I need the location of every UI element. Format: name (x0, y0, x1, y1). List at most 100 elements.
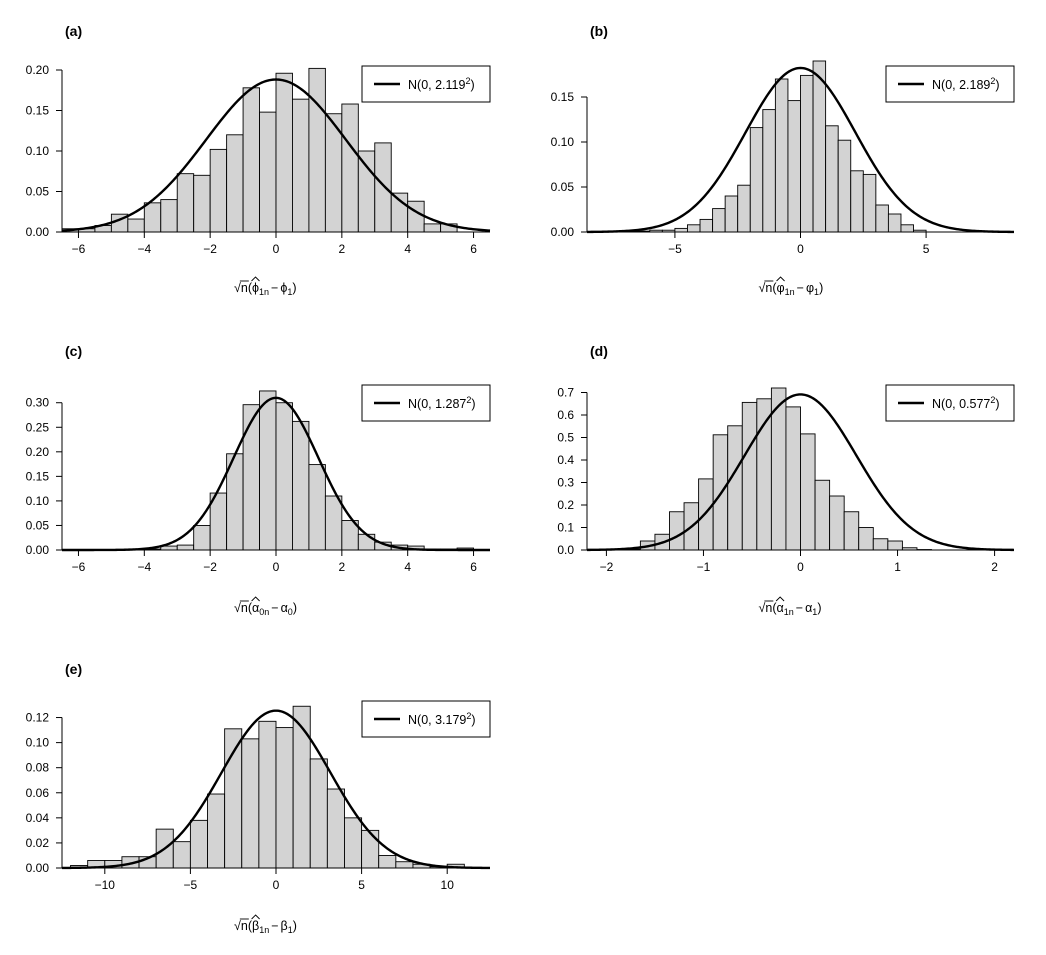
histogram-bar (242, 404, 260, 551)
y-tick-label: 0.4 (557, 453, 574, 467)
sqrt-symbol: √ (759, 601, 766, 615)
close-paren: ) (819, 281, 823, 295)
x-tick-label: −4 (137, 242, 151, 256)
y-tick-label: 0.0 (557, 543, 574, 557)
parameter-subscript: 1 (814, 287, 819, 297)
parameter-subscript: 1 (287, 287, 292, 297)
histogram-bar (407, 200, 425, 233)
minus-sign: − (271, 919, 278, 933)
histogram-bar (242, 87, 260, 233)
histogram-bar (292, 705, 311, 869)
x-axis-label: √n(ϕ1n − ϕ1) (234, 276, 297, 297)
histogram-bar (875, 204, 889, 233)
y-tick-label: 0.10 (26, 144, 50, 158)
y-tick-label: 0.20 (26, 445, 50, 459)
y-tick-label: 0.00 (26, 861, 50, 875)
histogram-bar (193, 525, 211, 551)
histogram-bar (674, 227, 688, 233)
panel-label: (e) (65, 661, 82, 677)
y-tick-label: 0.1 (557, 521, 574, 535)
estimator-subscript: 1n (259, 287, 269, 297)
y-tick-label: 0.00 (26, 543, 50, 557)
histogram-bar (741, 401, 758, 551)
x-axis-label: √n(α0n − α0) (234, 596, 297, 617)
histogram-bar (814, 479, 831, 551)
legend-label-sup: 2 (466, 711, 471, 721)
x-tick-label: 0 (273, 242, 280, 256)
histogram-bar (872, 538, 889, 551)
y-tick-label: 0.05 (551, 180, 575, 194)
histogram-bar (800, 74, 814, 233)
histogram-bar (699, 218, 714, 233)
histogram-bar (887, 540, 903, 551)
y-tick-label: 0.15 (551, 90, 575, 104)
histogram-bar (308, 464, 326, 551)
histogram-bar (341, 103, 359, 233)
y-tick-label: 0.25 (26, 420, 50, 434)
y-tick-label: 0.08 (26, 761, 50, 775)
y-tick-label: 0.3 (557, 476, 574, 490)
histogram-bar (326, 788, 345, 869)
histogram-bar (275, 727, 294, 869)
x-tick-label: 0 (273, 878, 280, 892)
histogram-bar (224, 728, 243, 869)
normal-density-curve (586, 393, 1015, 552)
legend-label-main: N(0, 3.179 (408, 713, 466, 727)
x-tick-label: 0 (797, 560, 804, 574)
parameter-symbol: β (281, 919, 288, 933)
y-tick-label: 0.05 (26, 518, 50, 532)
panel-b: (b)−5 0 50.000.050.100.15N(0, 2.1892)√n(φ1… (551, 23, 1015, 297)
x-tick-label: 4 (404, 242, 411, 256)
legend-label-close: ) (471, 713, 475, 727)
x-axis-label-text: √n(ϕ1n − ϕ1) (234, 281, 297, 297)
x-tick-label: −6 (72, 242, 86, 256)
legend-label-main: N(0, 2.189 (932, 78, 990, 92)
legend: N(0, 0.5772) (885, 384, 1015, 422)
close-paren: ) (293, 919, 297, 933)
histogram-bar (669, 511, 685, 551)
x-tick-label: −5 (668, 242, 682, 256)
histogram-bar (762, 109, 776, 233)
estimator-subscript: 1n (785, 287, 795, 297)
x-tick-label: −2 (600, 560, 614, 574)
minus-sign: − (271, 601, 278, 615)
histogram-bar (756, 398, 772, 551)
histogram-bar (292, 98, 310, 233)
y-tick-label: 0.04 (26, 811, 50, 825)
y-tick-label: 0.00 (551, 225, 575, 239)
sqrt-symbol: √ (234, 281, 241, 295)
x-tick-label: −6 (72, 560, 86, 574)
legend-label: N(0, 1.2872) (408, 395, 476, 411)
sqrt-arg: n (241, 601, 248, 615)
histogram-bar (378, 855, 397, 869)
legend-label: N(0, 0.5772) (932, 395, 1000, 411)
legend-label-close: ) (995, 78, 999, 92)
histogram-bar (727, 425, 743, 551)
estimator-subscript: 1n (259, 925, 269, 935)
x-tick-label: −2 (203, 242, 217, 256)
x-tick-label: 4 (404, 560, 411, 574)
normal-density-curve (61, 709, 491, 870)
panel-d: (d)−2 −1 0 1 20.00.10.20.30.40.50.60.7N(0, 0… (557, 343, 1015, 617)
estimator-symbol: β (252, 919, 259, 933)
x-tick-label: −2 (203, 560, 217, 574)
legend: N(0, 2.1192) (361, 65, 491, 103)
legend-label-close: ) (470, 78, 474, 92)
histogram-bar (143, 202, 162, 233)
x-tick-label: 0 (273, 560, 280, 574)
minus-sign: − (271, 281, 278, 295)
histogram-bar (395, 861, 414, 869)
open-paren: ( (248, 601, 253, 615)
x-tick-label: 2 (991, 560, 998, 574)
histogram-bar (189, 819, 208, 869)
x-axis-label-text: √n(φ1n − φ1) (759, 281, 824, 297)
x-axis-label-text: √n(β1n − β1) (234, 919, 297, 935)
histogram-bar (843, 511, 860, 551)
sqrt-symbol: √ (234, 919, 241, 933)
sqrt-arg: n (241, 919, 248, 933)
legend: N(0, 2.1892) (885, 65, 1015, 103)
x-tick-label: −1 (697, 560, 711, 574)
sqrt-symbol: √ (759, 281, 766, 295)
histogram-bar (344, 817, 363, 869)
y-tick-label: 0.2 (557, 498, 574, 512)
